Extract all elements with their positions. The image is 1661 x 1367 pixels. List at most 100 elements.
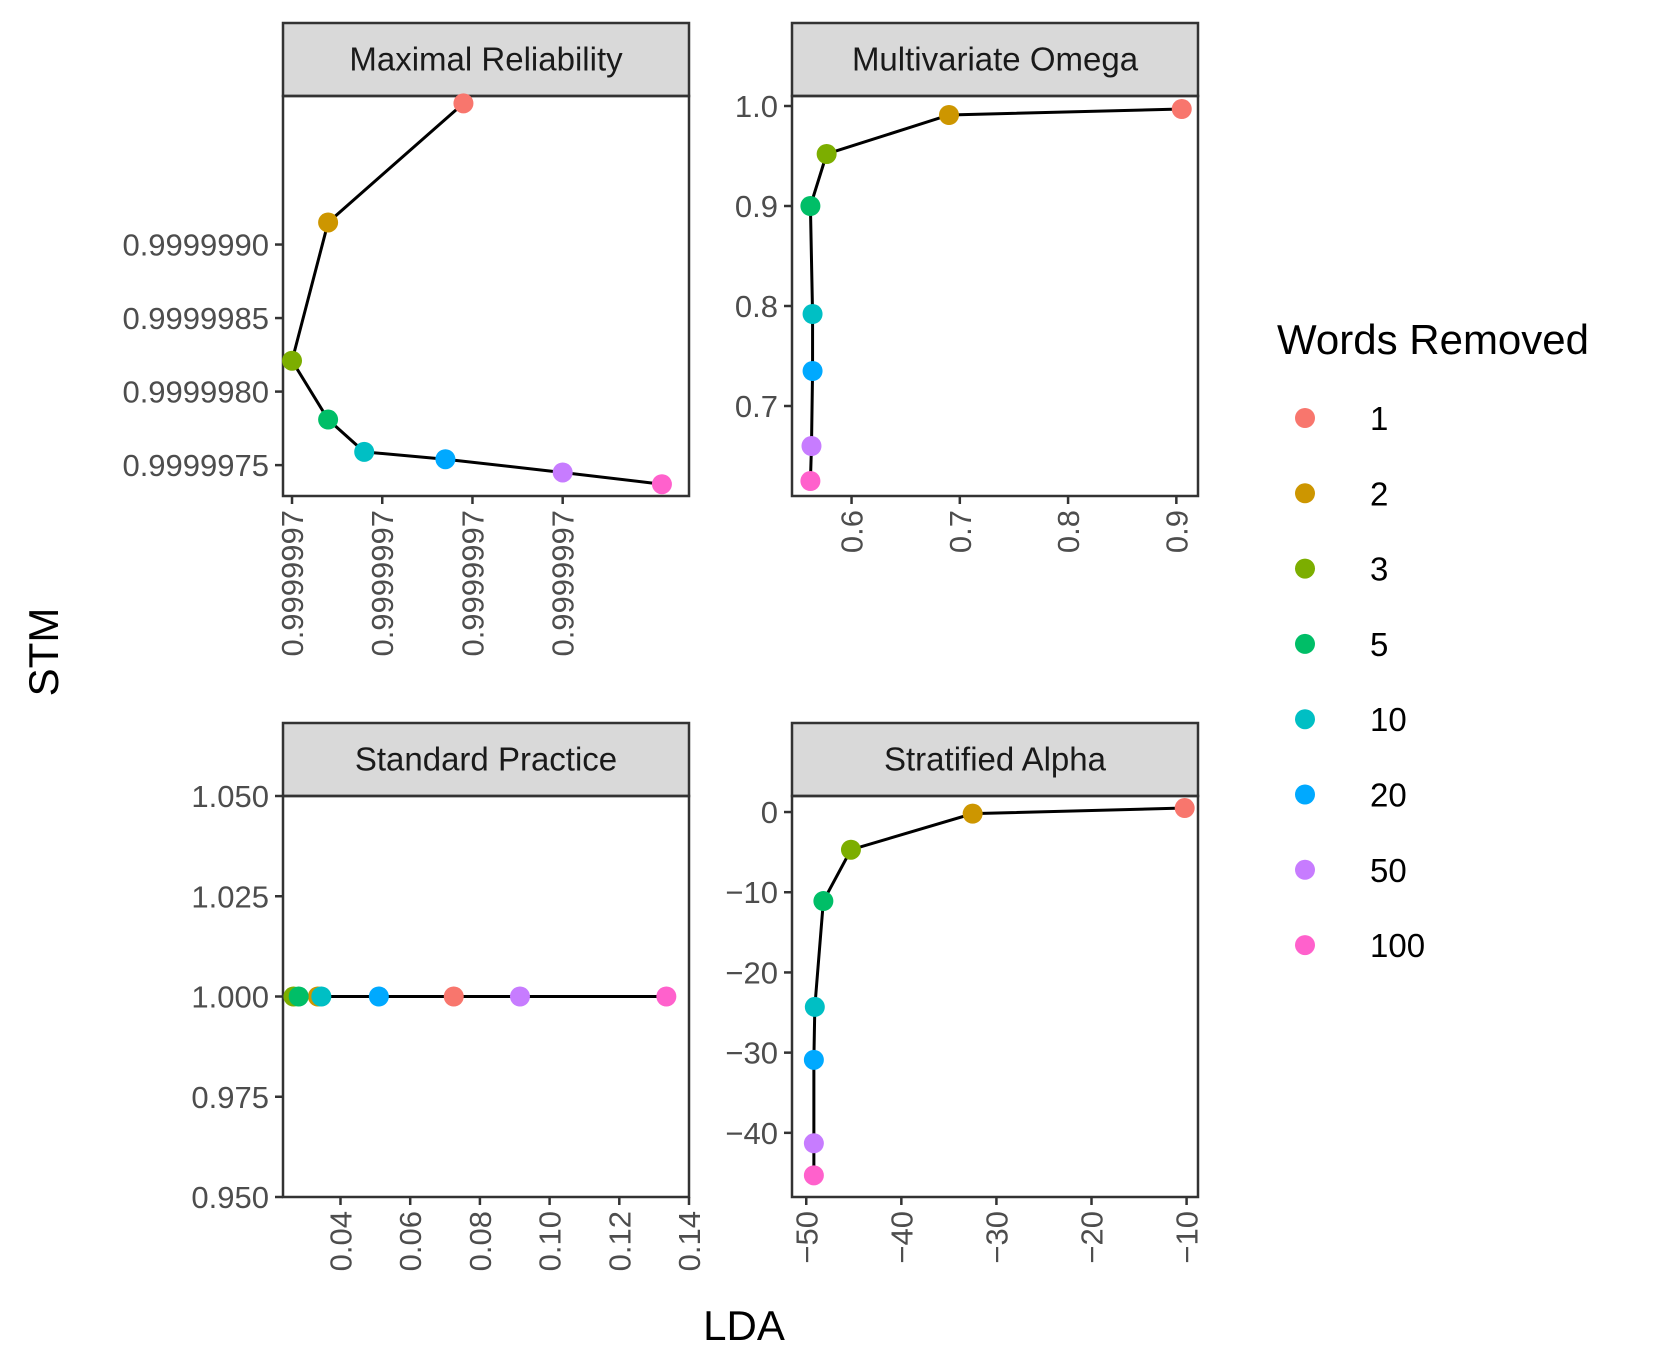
y-tick-label: 0.8 bbox=[735, 289, 778, 324]
point-words-3 bbox=[282, 350, 303, 371]
point-words-1 bbox=[1174, 798, 1195, 819]
x-tick-label: 0.14 bbox=[672, 1211, 707, 1271]
point-words-10 bbox=[354, 441, 375, 462]
legend-label: 1 bbox=[1370, 400, 1388, 437]
y-tick-label: 0.9999985 bbox=[122, 301, 269, 336]
legend-key bbox=[1295, 935, 1315, 956]
legend-key bbox=[1295, 558, 1315, 579]
point-words-50 bbox=[803, 1133, 824, 1154]
y-tick-label: 1.025 bbox=[191, 879, 269, 914]
point-words-5 bbox=[800, 196, 821, 216]
point-words-20 bbox=[368, 986, 389, 1007]
x-tick-label: 0.6 bbox=[835, 510, 870, 553]
point-words-100 bbox=[800, 471, 821, 491]
series-line bbox=[290, 102, 663, 486]
legend-entry-10: 10 bbox=[1295, 701, 1407, 738]
legend-key bbox=[1295, 859, 1315, 880]
y-tick-label: 0 bbox=[761, 795, 778, 830]
panel-multivariate-omega: Multivariate Omega 0.7 0.8 0.9 1.0 0.6 0.7 0.8 0… bbox=[735, 21, 1200, 553]
legend-entry-50: 50 bbox=[1295, 852, 1407, 889]
x-tick-label: −10 bbox=[1170, 1211, 1205, 1264]
y-tick-label: 0.975 bbox=[191, 1080, 269, 1115]
y-tick-label: 1.0 bbox=[735, 89, 778, 124]
y-tick-label: 0.9999980 bbox=[122, 375, 269, 410]
point-words-3 bbox=[816, 144, 837, 164]
point-words-2 bbox=[938, 105, 959, 125]
legend-entry-100: 100 bbox=[1295, 927, 1425, 964]
y-tick-label: −10 bbox=[725, 875, 778, 910]
panels: Maximal Reliability 0.9999975 0.9999980 0.9… bbox=[122, 21, 1205, 1271]
x-tick-label: 0.9999997 bbox=[455, 510, 490, 657]
strip-title: Multivariate Omega bbox=[852, 41, 1139, 78]
legend-label: 5 bbox=[1370, 626, 1388, 663]
legend-label: 20 bbox=[1370, 777, 1407, 814]
y-axis-title: STM bbox=[20, 608, 67, 697]
point-words-100 bbox=[803, 1165, 824, 1186]
x-tick-label: 0.04 bbox=[324, 1211, 359, 1271]
series-line bbox=[812, 806, 1185, 1176]
legend-key bbox=[1295, 408, 1315, 428]
legend-entry-5: 5 bbox=[1295, 626, 1388, 663]
legend-key bbox=[1295, 483, 1315, 504]
point-words-50 bbox=[801, 436, 822, 456]
x-tick-label: 0.9 bbox=[1159, 510, 1194, 553]
point-words-10 bbox=[804, 996, 825, 1017]
point-words-100 bbox=[651, 474, 672, 495]
legend-label: 3 bbox=[1370, 551, 1388, 588]
strip-title: Standard Practice bbox=[355, 741, 617, 778]
strip-background bbox=[281, 21, 691, 98]
point-words-1 bbox=[443, 986, 464, 1007]
y-tick-label: 1.050 bbox=[191, 779, 269, 814]
point-words-2 bbox=[318, 212, 339, 233]
point-words-50 bbox=[552, 462, 573, 483]
point-words-20 bbox=[803, 1049, 824, 1070]
point-words-20 bbox=[435, 449, 456, 470]
x-tick-label: 0.08 bbox=[463, 1211, 498, 1271]
strip-title: Maximal Reliability bbox=[349, 41, 623, 78]
legend-entry-3: 3 bbox=[1295, 551, 1388, 588]
point-words-100 bbox=[656, 986, 677, 1007]
panel-maximal-reliability: Maximal Reliability 0.9999975 0.9999980 0.9… bbox=[122, 21, 691, 657]
y-tick-label: 0.9999990 bbox=[122, 228, 269, 263]
strip-background bbox=[790, 721, 1200, 798]
legend-entry-2: 2 bbox=[1295, 475, 1388, 512]
point-words-1 bbox=[453, 93, 474, 114]
strip-title: Stratified Alpha bbox=[884, 741, 1107, 778]
panel-frame bbox=[790, 94, 1200, 498]
point-words-5 bbox=[813, 891, 834, 912]
x-tick-label: −50 bbox=[789, 1211, 824, 1264]
x-tick-label: 0.10 bbox=[533, 1211, 568, 1271]
legend-key bbox=[1295, 709, 1315, 730]
x-tick-label: 0.8 bbox=[1051, 510, 1086, 553]
x-tick-label: 0.9999997 bbox=[275, 510, 310, 657]
x-tick-label: −20 bbox=[1075, 1211, 1110, 1264]
point-words-1 bbox=[1171, 99, 1192, 119]
point-words-5 bbox=[318, 409, 339, 430]
panel-standard-practice: Standard Practice 0.950 0.975 1.000 1.025 1.0… bbox=[191, 721, 707, 1271]
point-words-20 bbox=[802, 361, 823, 381]
point-words-10 bbox=[311, 986, 332, 1007]
x-tick-label: 0.7 bbox=[943, 510, 978, 553]
legend-label: 10 bbox=[1370, 701, 1407, 738]
y-tick-label: −20 bbox=[725, 955, 778, 990]
legend-label: 2 bbox=[1370, 475, 1388, 512]
legend-key bbox=[1295, 784, 1315, 805]
x-tick-label: 0.9999997 bbox=[365, 510, 400, 657]
x-tick-label: 0.9999997 bbox=[546, 510, 581, 657]
panel-frame bbox=[281, 94, 691, 498]
point-words-10 bbox=[802, 304, 823, 324]
x-tick-label: 0.12 bbox=[602, 1211, 637, 1271]
y-tick-label: 0.7 bbox=[735, 389, 778, 424]
x-tick-label: −30 bbox=[979, 1211, 1014, 1264]
x-axis-title: LDA bbox=[703, 1302, 785, 1349]
legend: Words Removed 1 2 3 5 10 20 50 100 bbox=[1277, 316, 1589, 964]
y-tick-label: 0.9999975 bbox=[122, 448, 269, 483]
legend-entry-20: 20 bbox=[1295, 777, 1407, 814]
point-words-2 bbox=[962, 803, 983, 824]
panel-frame bbox=[790, 794, 1200, 1199]
point-words-3 bbox=[840, 839, 861, 860]
point-words-5 bbox=[288, 986, 309, 1007]
x-tick-label: 0.06 bbox=[393, 1211, 428, 1271]
series-line bbox=[808, 107, 1182, 482]
